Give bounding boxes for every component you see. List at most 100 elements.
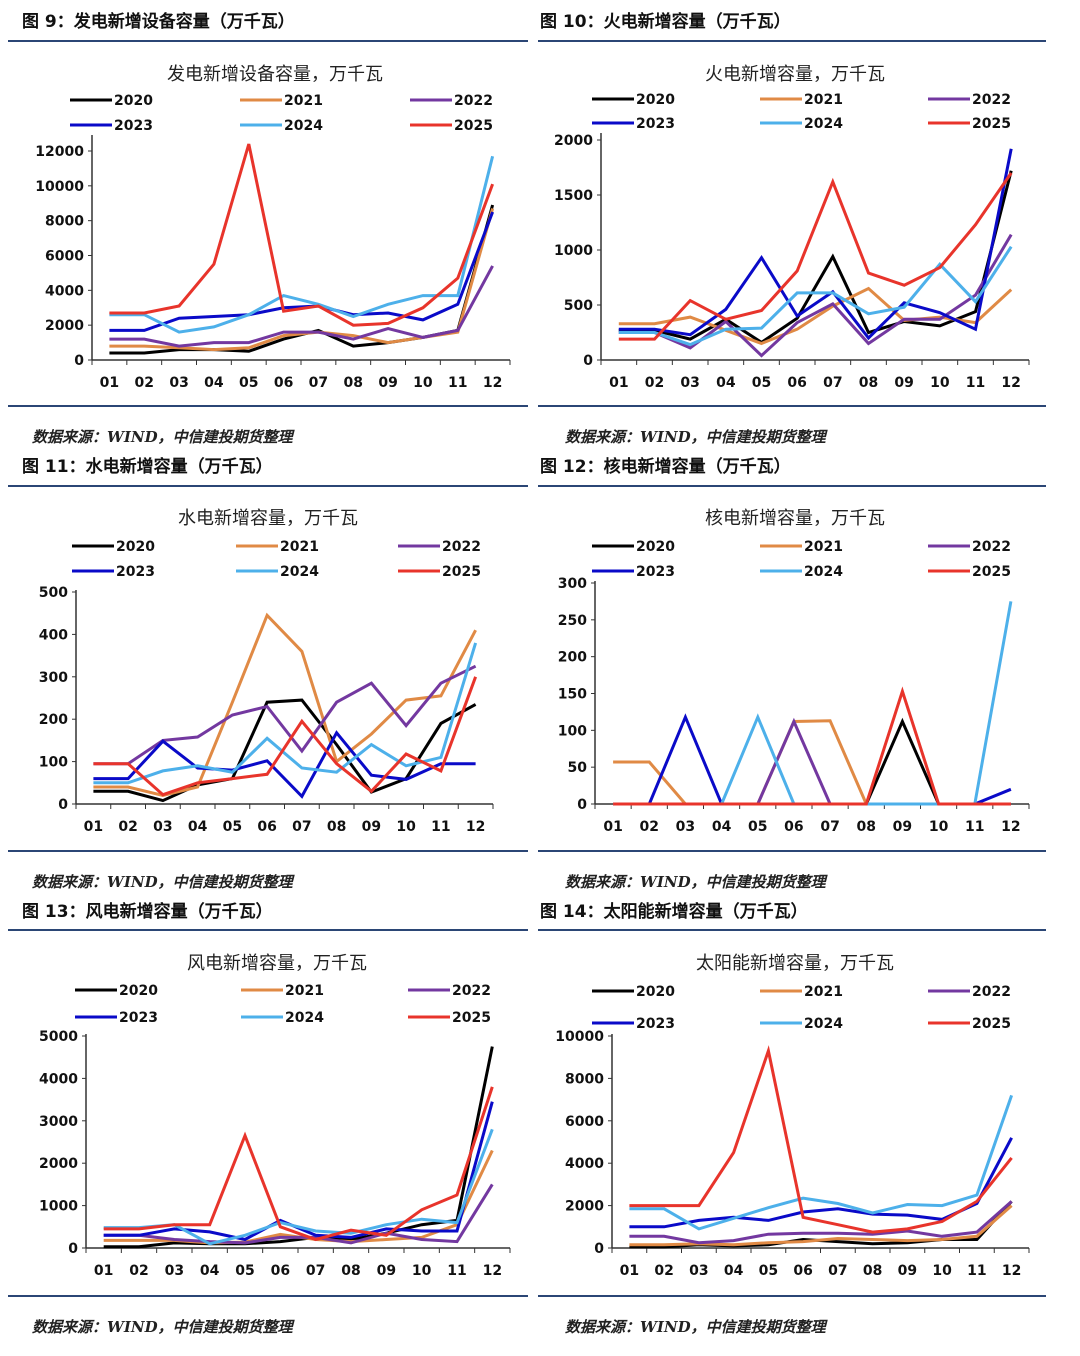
legend-label-2024: 2024 — [804, 564, 843, 580]
x-tick-label: 06 — [274, 375, 293, 391]
series-line-2023 — [93, 730, 476, 799]
legend-label-2022: 2022 — [452, 983, 491, 999]
y-tick-label: 400 — [39, 627, 68, 643]
legend-label-2022: 2022 — [454, 93, 493, 109]
divider — [538, 405, 1046, 407]
x-tick-label: 11 — [431, 819, 450, 835]
x-tick-label: 07 — [823, 375, 842, 391]
chart-title: 火电新增容量，万千瓦 — [705, 64, 885, 85]
x-tick-label: 12 — [1002, 1263, 1021, 1279]
series-line-2023 — [109, 211, 495, 332]
y-tick-label: 4000 — [45, 283, 84, 299]
legend-label-2020: 2020 — [119, 983, 158, 999]
chart-title: 发电新增设备容量，万千瓦 — [167, 64, 383, 85]
x-tick-label: 04 — [716, 375, 736, 391]
series-line-2025 — [629, 1045, 1013, 1234]
x-tick-label: 03 — [153, 819, 172, 835]
divider — [8, 850, 528, 852]
x-tick-label: 10 — [930, 375, 950, 391]
x-tick-label: 02 — [654, 1263, 673, 1279]
x-tick-label: 06 — [271, 1263, 290, 1279]
legend-label-2023: 2023 — [116, 564, 155, 580]
x-tick-label: 01 — [84, 819, 103, 835]
x-tick-label: 06 — [257, 819, 276, 835]
divider — [8, 929, 528, 931]
divider — [8, 40, 528, 42]
legend-label-2023: 2023 — [119, 1010, 158, 1026]
legend-label-2025: 2025 — [442, 564, 481, 580]
y-tick-label: 3000 — [39, 1114, 78, 1130]
series-line-2025 — [618, 172, 1013, 341]
x-tick-label: 03 — [169, 375, 188, 391]
series-line-2025 — [103, 1086, 494, 1242]
x-tick-label: 06 — [793, 1263, 812, 1279]
y-tick-label: 1000 — [39, 1199, 78, 1215]
y-tick-label: 2000 — [554, 133, 593, 149]
x-tick-label: 05 — [223, 819, 242, 835]
legend-label-2022: 2022 — [972, 984, 1011, 1000]
y-tick-label: 1000 — [554, 243, 593, 259]
y-tick-label: 0 — [58, 797, 68, 813]
x-tick-label: 04 — [200, 1263, 220, 1279]
x-tick-label: 02 — [129, 1263, 148, 1279]
x-tick-label: 11 — [966, 375, 985, 391]
x-tick-label: 09 — [378, 375, 397, 391]
y-tick-label: 0 — [583, 353, 593, 369]
series-line-2022 — [109, 265, 494, 348]
x-tick-label: 09 — [894, 375, 913, 391]
legend-label-2020: 2020 — [636, 984, 675, 1000]
x-tick-label: 10 — [932, 1263, 952, 1279]
legend-label-2024: 2024 — [280, 564, 319, 580]
figure-heading-14: 图 14：太阳能新增容量（万千瓦） — [540, 902, 808, 922]
x-tick-label: 04 — [204, 375, 224, 391]
y-tick-label: 100 — [39, 755, 68, 771]
y-tick-label: 10000 — [35, 179, 84, 195]
chart-title: 风电新增容量，万千瓦 — [187, 953, 367, 974]
x-tick-label: 04 — [712, 819, 732, 835]
x-tick-label: 08 — [859, 375, 878, 391]
divider — [538, 1295, 1046, 1297]
legend-label-2025: 2025 — [454, 118, 493, 134]
series-line-2025 — [109, 143, 495, 327]
series-line-2021 — [618, 286, 1013, 346]
x-tick-label: 03 — [676, 819, 695, 835]
divider — [538, 929, 1046, 931]
series-line-2023 — [618, 148, 1013, 341]
legend-label-2022: 2022 — [972, 539, 1011, 555]
figure-heading-9: 图 9：发电新增设备容量（万千瓦） — [22, 12, 295, 32]
legend-label-2021: 2021 — [284, 93, 323, 109]
x-tick-label: 04 — [188, 819, 208, 835]
x-tick-label: 05 — [239, 375, 258, 391]
x-tick-label: 03 — [165, 1263, 184, 1279]
y-tick-label: 500 — [39, 585, 68, 601]
x-tick-label: 10 — [929, 819, 949, 835]
legend-label-2023: 2023 — [114, 118, 153, 134]
x-tick-label: 05 — [752, 375, 771, 391]
source-note: 数据来源：WIND，中信建投期货整理 — [565, 1318, 826, 1336]
y-tick-label: 6000 — [565, 1114, 604, 1130]
x-tick-label: 01 — [603, 819, 622, 835]
x-tick-label: 07 — [292, 819, 311, 835]
x-tick-label: 07 — [309, 375, 328, 391]
x-tick-label: 02 — [135, 375, 154, 391]
legend-label-2025: 2025 — [452, 1010, 491, 1026]
y-tick-label: 250 — [558, 613, 587, 629]
x-tick-label: 01 — [94, 1263, 113, 1279]
legend-label-2025: 2025 — [972, 564, 1011, 580]
x-tick-label: 07 — [820, 819, 839, 835]
series-line-2025 — [613, 686, 1011, 806]
series-line-2024 — [109, 155, 495, 334]
legend-label-2023: 2023 — [636, 564, 675, 580]
series-line-2020 — [93, 698, 477, 803]
x-tick-label: 03 — [689, 1263, 708, 1279]
legend-label-2023: 2023 — [636, 1016, 675, 1032]
y-tick-label: 8000 — [45, 214, 84, 230]
series-line-2022 — [613, 717, 1011, 806]
x-tick-label: 04 — [724, 1263, 744, 1279]
y-tick-label: 300 — [39, 670, 68, 686]
y-tick-label: 2000 — [565, 1199, 604, 1215]
divider — [538, 485, 1046, 487]
